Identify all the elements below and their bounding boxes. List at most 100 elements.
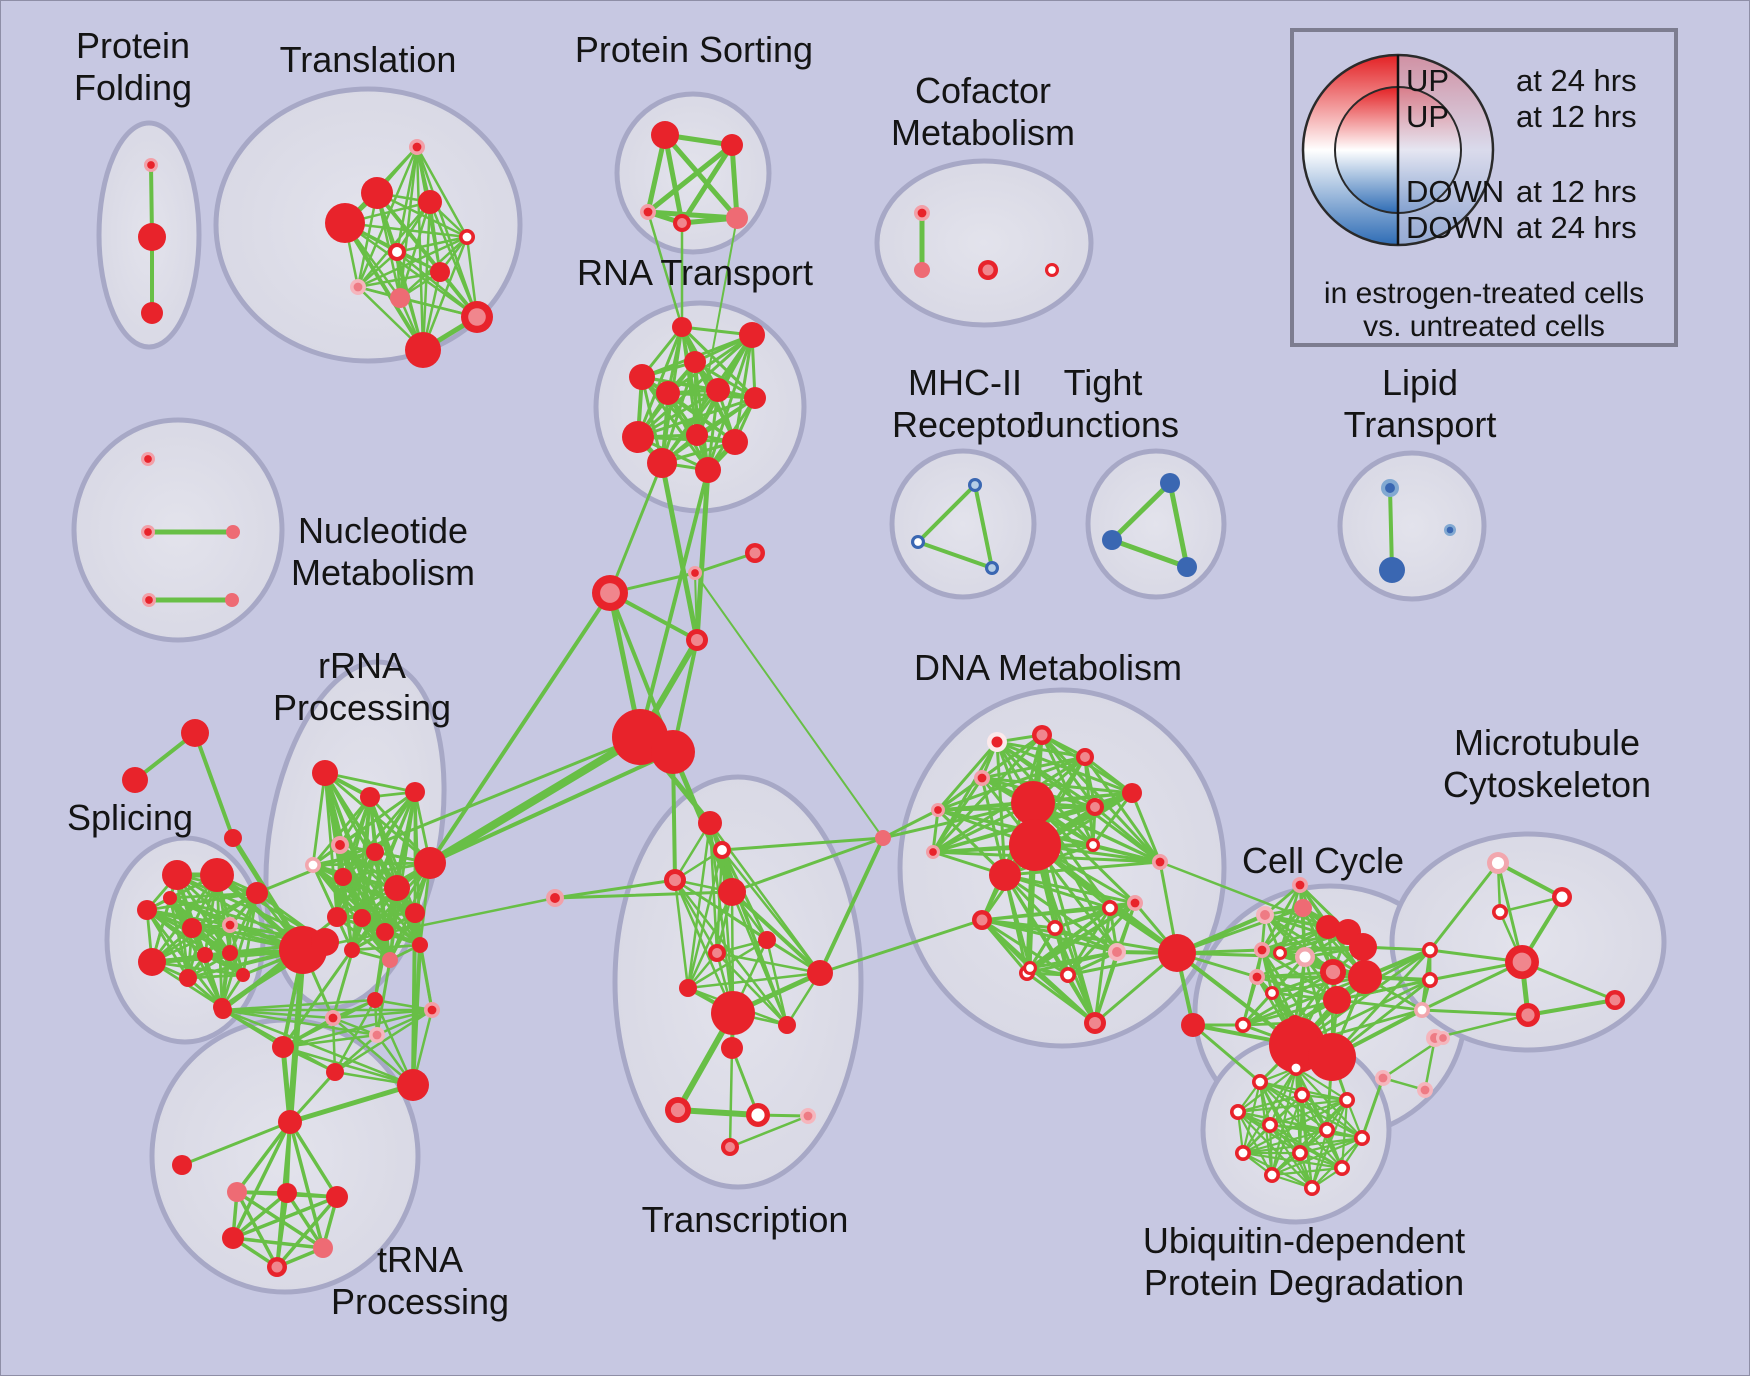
network-node	[384, 875, 410, 901]
network-node-core	[600, 583, 620, 603]
cluster-ellipse-mhc-ii-receptor	[889, 448, 1037, 600]
edge	[1428, 861, 1500, 952]
edge	[1236, 1066, 1298, 1114]
edge	[168, 896, 245, 977]
network-node	[137, 900, 157, 920]
edge	[728, 1114, 810, 1149]
network-node-core	[725, 1142, 735, 1152]
network-node-core	[1155, 857, 1165, 867]
network-node-core	[1295, 880, 1305, 890]
edge	[1167, 480, 1190, 570]
legend-entry-direction-3: DOWN	[1406, 210, 1504, 245]
edge	[1270, 1066, 1298, 1177]
network-node-core	[1297, 1090, 1307, 1100]
legend-entry-time-0: at 24 hrs	[1516, 63, 1637, 98]
edge	[221, 1008, 415, 1087]
network-node-core	[1439, 1034, 1447, 1042]
network-node-core	[1556, 891, 1568, 903]
edge	[285, 1191, 325, 1250]
cluster-label-nucleotide-metabolism: Nucleotide Metabolism	[291, 510, 475, 593]
network-node	[236, 968, 250, 982]
network-node	[313, 1238, 333, 1258]
network-node	[311, 928, 339, 956]
edge	[694, 467, 711, 643]
network-node-core	[1325, 964, 1341, 980]
network-node	[739, 322, 765, 348]
cluster-label-tight-junctions: Tight Junctions	[1027, 362, 1179, 445]
network-node	[758, 931, 776, 949]
cluster-label-translation: Translation	[280, 39, 457, 80]
edge	[673, 878, 735, 1015]
network-node	[622, 421, 654, 453]
cluster-label-dna-metabolism: DNA Metabolism	[914, 647, 1182, 688]
network-node-core	[717, 845, 727, 855]
edge	[1241, 975, 1259, 1027]
network-node-core	[144, 528, 152, 536]
network-node	[246, 882, 268, 904]
edge	[980, 918, 1032, 970]
network-node-core	[468, 308, 486, 326]
network-node-core	[271, 1261, 283, 1273]
network-node-core	[1609, 994, 1621, 1006]
cluster-label-lipid-transport: Lipid Transport	[1344, 362, 1497, 445]
network-node-core	[1050, 923, 1060, 933]
nodes-layer	[122, 121, 1625, 1277]
network-node-core	[1291, 1063, 1301, 1073]
network-node-core	[971, 481, 979, 489]
cluster-ellipse-tight-junctions	[1085, 448, 1227, 600]
network-node-core	[1267, 1170, 1277, 1180]
edge	[1003, 873, 1137, 905]
edge	[275, 1191, 289, 1269]
edge	[1093, 901, 1137, 1025]
edge	[1268, 1123, 1364, 1140]
network-node	[721, 134, 743, 156]
edge	[373, 998, 434, 1012]
network-node-core	[147, 161, 155, 169]
network-node-core	[1255, 1077, 1265, 1087]
edge	[375, 191, 479, 319]
network-node-core	[1276, 949, 1284, 957]
network-node	[1379, 557, 1405, 583]
edge	[281, 948, 354, 1049]
network-node-core	[1080, 752, 1090, 762]
network-node-core	[1088, 1016, 1102, 1030]
edge	[720, 836, 885, 852]
network-node-core	[677, 218, 687, 228]
network-node	[414, 847, 446, 879]
edge	[973, 483, 994, 570]
network-node-core	[1238, 1020, 1248, 1030]
network-node-core	[1233, 1107, 1243, 1117]
edge	[1028, 950, 1119, 970]
edge	[638, 468, 710, 739]
network-node	[989, 859, 1021, 891]
edge	[1498, 895, 1564, 914]
network-node-core	[1252, 972, 1262, 982]
edge	[221, 1008, 335, 1020]
edge	[331, 1016, 337, 1074]
edge	[288, 1120, 339, 1199]
cluster-label-splicing: Splicing	[67, 797, 193, 838]
edge	[818, 836, 885, 975]
edge	[356, 235, 469, 289]
network-node-core	[1090, 802, 1100, 812]
edge	[150, 891, 259, 964]
network-node	[1102, 530, 1122, 550]
edge	[428, 200, 479, 319]
network-node-core	[1295, 1148, 1305, 1158]
network-node-core	[1512, 952, 1532, 972]
network-node-core	[1265, 1120, 1275, 1130]
network-node	[214, 1001, 232, 1019]
network-node	[718, 878, 746, 906]
network-node	[651, 730, 695, 774]
edge	[1053, 926, 1119, 954]
network-node-core	[988, 564, 996, 572]
network-node-core	[1257, 945, 1267, 955]
network-node	[722, 429, 748, 455]
edge	[418, 943, 434, 1012]
edge	[1003, 873, 1112, 910]
edge	[931, 808, 940, 854]
edge	[916, 483, 977, 544]
network-node-core	[1521, 1008, 1535, 1022]
edge	[1360, 1076, 1385, 1140]
edge	[694, 572, 884, 839]
